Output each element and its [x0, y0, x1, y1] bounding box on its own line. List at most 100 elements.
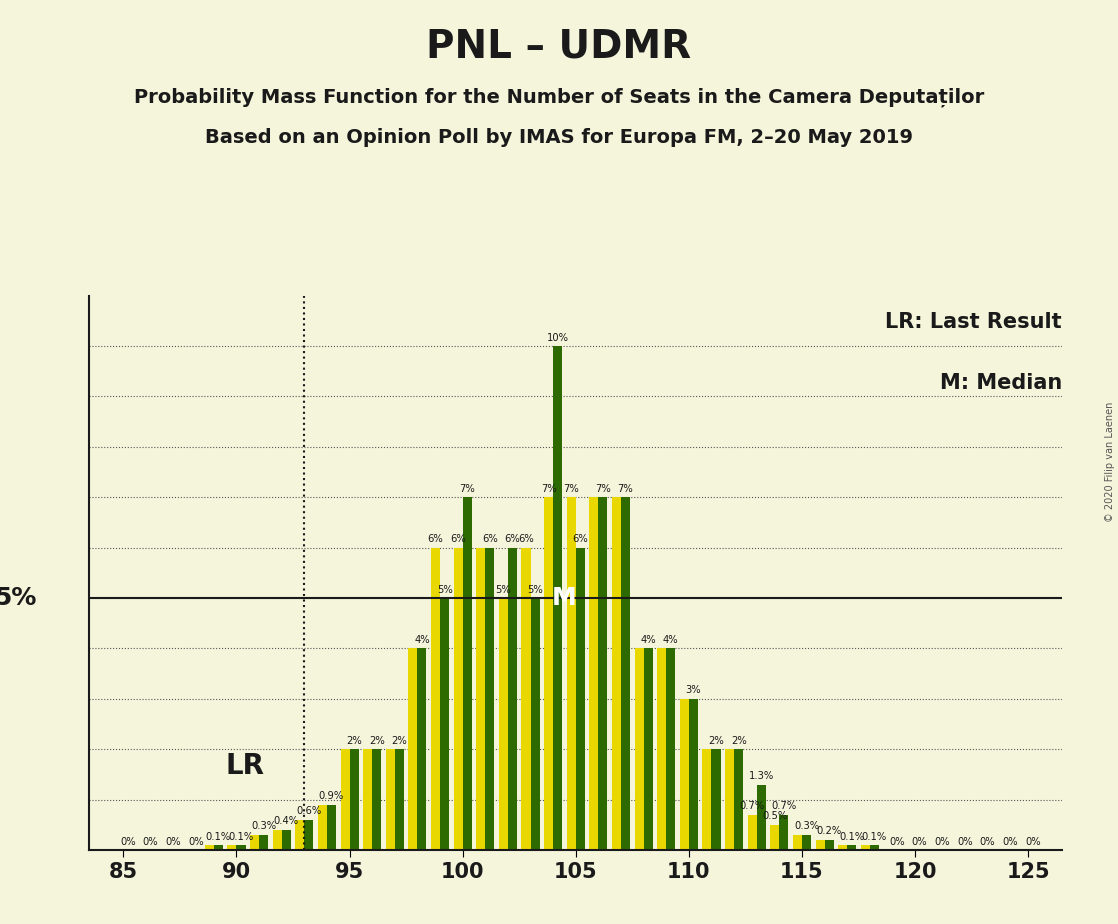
Text: 7%: 7%: [541, 484, 557, 493]
Bar: [793, 835, 802, 850]
Text: 0%: 0%: [1025, 836, 1041, 846]
Text: 0.3%: 0.3%: [794, 821, 819, 832]
Bar: [612, 497, 620, 850]
Text: 0%: 0%: [1002, 836, 1017, 846]
Text: 0%: 0%: [889, 836, 904, 846]
Bar: [499, 598, 508, 850]
Bar: [350, 749, 359, 850]
Bar: [635, 649, 644, 850]
Bar: [341, 749, 350, 850]
Bar: [363, 749, 372, 850]
Bar: [567, 497, 576, 850]
Text: 2%: 2%: [708, 736, 723, 746]
Bar: [318, 805, 326, 850]
Text: 7%: 7%: [563, 484, 579, 493]
Text: 0.1%: 0.1%: [840, 832, 864, 842]
Bar: [273, 830, 282, 850]
Bar: [237, 845, 246, 850]
Text: 2%: 2%: [731, 736, 747, 746]
Bar: [372, 749, 381, 850]
Bar: [802, 835, 811, 850]
Bar: [847, 845, 856, 850]
Text: 0.4%: 0.4%: [274, 817, 299, 826]
Text: 0.5%: 0.5%: [762, 811, 787, 821]
Text: 5%: 5%: [437, 585, 453, 594]
Bar: [861, 845, 870, 850]
Text: PNL – UDMR: PNL – UDMR: [426, 28, 692, 66]
Text: 5%: 5%: [528, 585, 543, 594]
Bar: [838, 845, 847, 850]
Bar: [214, 845, 222, 850]
Bar: [870, 845, 879, 850]
Bar: [508, 548, 517, 850]
Bar: [531, 598, 540, 850]
Text: 4%: 4%: [641, 635, 656, 645]
Bar: [476, 548, 485, 850]
Text: 0.9%: 0.9%: [319, 791, 344, 801]
Bar: [748, 815, 757, 850]
Bar: [598, 497, 607, 850]
Text: LR: Last Result: LR: Last Result: [885, 312, 1062, 333]
Text: 6%: 6%: [572, 534, 588, 544]
Text: M: M: [552, 586, 577, 610]
Bar: [553, 346, 562, 850]
Bar: [205, 845, 214, 850]
Bar: [815, 840, 825, 850]
Text: 0%: 0%: [120, 836, 135, 846]
Text: 6%: 6%: [518, 534, 534, 544]
Text: 0.6%: 0.6%: [296, 807, 322, 816]
Bar: [735, 749, 743, 850]
Bar: [304, 820, 313, 850]
Text: 0%: 0%: [912, 836, 928, 846]
Text: 6%: 6%: [504, 534, 520, 544]
Bar: [620, 497, 631, 850]
Text: 5%: 5%: [0, 586, 36, 610]
Text: 2%: 2%: [369, 736, 385, 746]
Text: 6%: 6%: [428, 534, 444, 544]
Bar: [757, 784, 766, 850]
Bar: [227, 845, 237, 850]
Bar: [779, 815, 788, 850]
Text: 5%: 5%: [495, 585, 511, 594]
Text: 0%: 0%: [979, 836, 995, 846]
Text: 0%: 0%: [935, 836, 950, 846]
Text: 1.3%: 1.3%: [749, 771, 774, 781]
Bar: [589, 497, 598, 850]
Bar: [576, 548, 585, 850]
Bar: [454, 548, 463, 850]
Text: Based on an Opinion Poll by IMAS for Europa FM, 2–20 May 2019: Based on an Opinion Poll by IMAS for Eur…: [205, 128, 913, 147]
Bar: [711, 749, 720, 850]
Text: M: Median: M: Median: [940, 373, 1062, 394]
Bar: [282, 830, 291, 850]
Text: 0.7%: 0.7%: [771, 801, 796, 811]
Bar: [408, 649, 417, 850]
Text: 2%: 2%: [391, 736, 407, 746]
Text: 3%: 3%: [685, 686, 701, 696]
Text: 10%: 10%: [547, 333, 569, 343]
Bar: [463, 497, 472, 850]
Bar: [666, 649, 675, 850]
Text: 6%: 6%: [451, 534, 466, 544]
Text: 0.1%: 0.1%: [862, 832, 887, 842]
Bar: [417, 649, 426, 850]
Text: 2%: 2%: [347, 736, 362, 746]
Bar: [657, 649, 666, 850]
Text: 4%: 4%: [414, 635, 429, 645]
Text: 0.1%: 0.1%: [206, 832, 231, 842]
Text: 0%: 0%: [143, 836, 159, 846]
Text: 0%: 0%: [188, 836, 203, 846]
Bar: [689, 699, 698, 850]
Text: 0.3%: 0.3%: [252, 821, 276, 832]
Bar: [770, 825, 779, 850]
Bar: [259, 835, 268, 850]
Bar: [726, 749, 735, 850]
Bar: [395, 749, 404, 850]
Text: Probability Mass Function for the Number of Seats in the Camera Deputaților: Probability Mass Function for the Number…: [134, 88, 984, 107]
Bar: [521, 548, 531, 850]
Text: 0.7%: 0.7%: [740, 801, 765, 811]
Text: 0%: 0%: [957, 836, 973, 846]
Text: 0.1%: 0.1%: [228, 832, 254, 842]
Text: 6%: 6%: [482, 534, 498, 544]
Bar: [295, 820, 304, 850]
Text: 7%: 7%: [459, 484, 475, 493]
